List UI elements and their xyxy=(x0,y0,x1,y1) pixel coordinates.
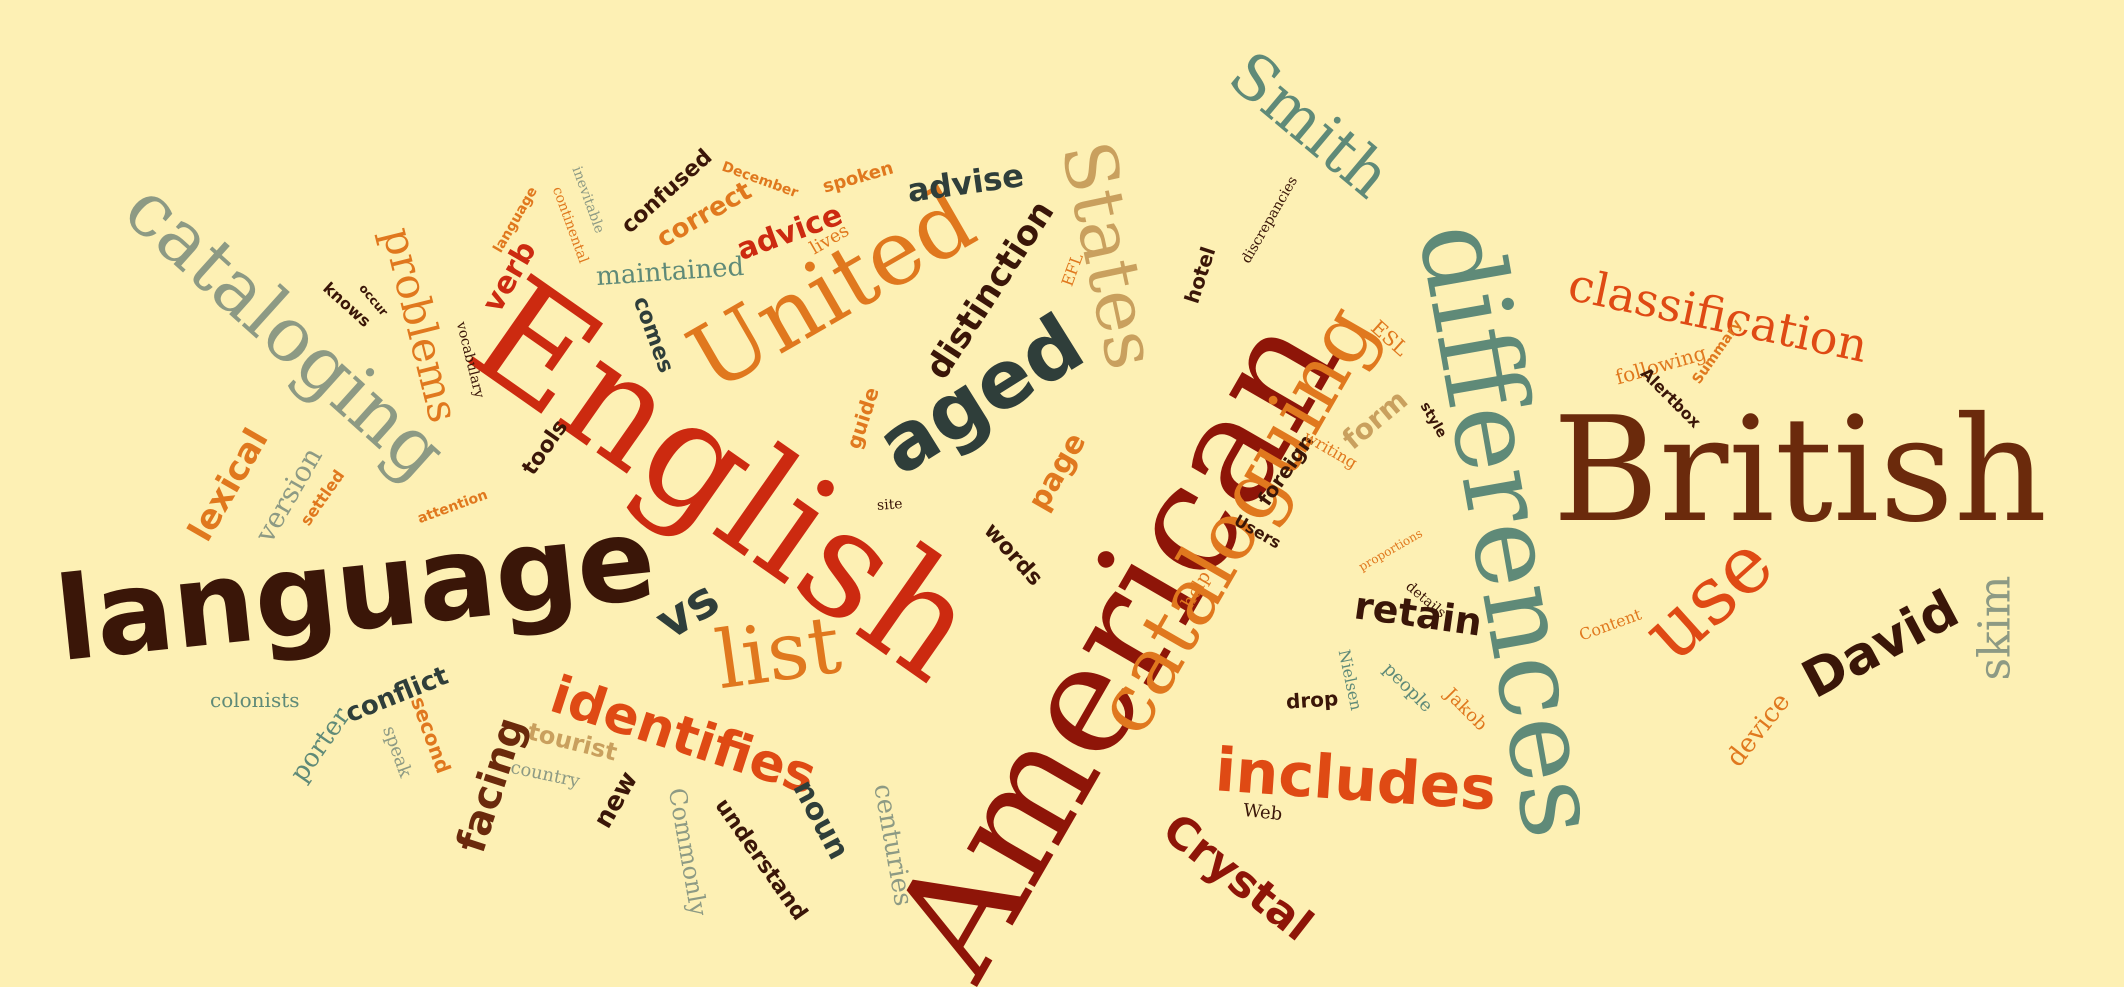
cloud-word: device xyxy=(1720,687,1796,773)
cloud-word: noun xyxy=(784,774,856,866)
cloud-word: people xyxy=(1378,658,1437,717)
cloud-word: hotel xyxy=(1179,243,1221,307)
cloud-word: list xyxy=(710,597,847,708)
cloud-word: country xyxy=(508,756,582,793)
cloud-word: site xyxy=(876,496,904,514)
cloud-word: Nielsen xyxy=(1334,647,1367,713)
cloud-word: spoken xyxy=(820,157,896,198)
cloud-word: British xyxy=(1552,385,2048,555)
cloud-word: speak xyxy=(377,723,416,781)
cloud-word: maintained xyxy=(595,251,746,293)
cloud-word: second xyxy=(405,693,456,777)
cloud-word: Crystal xyxy=(1152,803,1322,952)
cloud-word: discrepancies xyxy=(1238,173,1302,267)
cloud-word: porter xyxy=(283,702,357,788)
cloud-word: Web xyxy=(1241,800,1283,825)
cloud-word: colonists xyxy=(210,688,300,712)
cloud-word: skim xyxy=(1969,575,2021,681)
cloud-word: understand xyxy=(709,794,812,926)
cloud-word: David xyxy=(1792,579,1969,711)
cloud-word: language xyxy=(49,491,661,688)
cloud-word: drop xyxy=(1285,686,1340,714)
cloud-word: proportions xyxy=(1355,526,1425,574)
cloud-word: facing xyxy=(447,711,535,859)
cloud-word: Commonly xyxy=(662,785,713,919)
cloud-word: new xyxy=(588,766,645,834)
cloud-word: Smith xyxy=(1215,36,1405,213)
cloud-word: page xyxy=(1021,426,1094,517)
cloud-word: advise xyxy=(904,156,1026,210)
